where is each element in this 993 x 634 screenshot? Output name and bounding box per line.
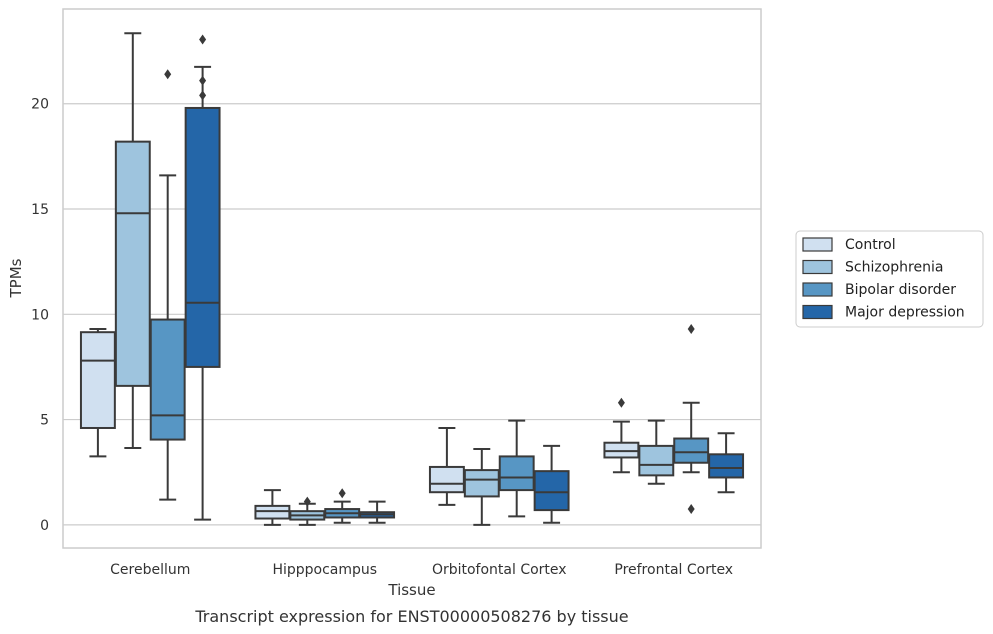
box-group (254, 489, 291, 526)
box-iqr (149, 318, 186, 441)
y-tick-label: 5 (40, 413, 49, 429)
legend-swatch (802, 259, 833, 275)
x-axis-title: Tissue (387, 581, 435, 599)
box-group (149, 69, 186, 501)
box-group (79, 328, 116, 458)
box-group (428, 426, 465, 506)
box-group (603, 397, 640, 474)
box-group (463, 448, 500, 526)
y-axis-title: TPMs (7, 258, 25, 298)
x-tick-label: Prefrontal Cortex (614, 562, 733, 578)
y-tick-label: 15 (31, 202, 49, 218)
box-group (184, 34, 221, 521)
box-group (498, 419, 535, 518)
box-iqr (533, 470, 570, 512)
chart-caption: Transcript expression for ENST0000050827… (194, 607, 628, 626)
y-tick-labels: 0 5 10 15 20 (31, 97, 49, 534)
outlier-point (199, 90, 207, 101)
box-iqr (428, 465, 465, 494)
x-tick-label: Hipppocampus (272, 562, 377, 578)
legend: Control Schizophrenia Bipolar disorder Majo… (795, 230, 984, 328)
box-group (638, 419, 675, 485)
box-iqr (498, 455, 535, 492)
boxes (79, 32, 745, 526)
outlier-point (303, 496, 311, 507)
box-iqr (603, 441, 640, 459)
box-iqr (673, 437, 710, 464)
x-tick-label: Orbitofontal Cortex (432, 562, 567, 578)
box-group (359, 500, 396, 524)
box-group (673, 324, 710, 515)
legend-label: Bipolar disorder (845, 282, 956, 298)
legend-label: Control (845, 237, 896, 253)
box-iqr (463, 469, 500, 498)
y-tick-label: 20 (31, 97, 49, 113)
outlier-point (687, 324, 695, 335)
legend-swatch (802, 237, 833, 252)
legend-swatch (802, 304, 833, 320)
y-tick-label: 0 (40, 518, 49, 534)
outlier-point (164, 69, 172, 80)
x-tick-label: Cerebellum (110, 562, 190, 578)
outlier-point (199, 34, 207, 45)
box-group (533, 444, 570, 524)
box-iqr (114, 140, 151, 387)
legend-label: Major depression (845, 305, 965, 321)
box-iqr (79, 331, 116, 429)
y-tick-label: 10 (31, 307, 49, 323)
outlier-point (199, 75, 207, 86)
outlier-point (617, 397, 625, 408)
legend-label: Schizophrenia (845, 260, 943, 276)
box-group (289, 496, 326, 526)
box-group (114, 32, 151, 449)
box-iqr (638, 444, 675, 477)
box-iqr (254, 504, 291, 520)
legend-frame (795, 230, 984, 328)
box-group (708, 432, 745, 494)
box-group (324, 488, 361, 524)
outlier-point (687, 504, 695, 515)
box-iqr (184, 106, 221, 368)
legend-swatch (802, 282, 833, 297)
outlier-point (338, 488, 346, 499)
x-tick-labels: Cerebellum Hipppocampus Orbitofontal Corte… (110, 562, 733, 578)
box-iqr (708, 453, 745, 479)
plot-frame (62, 8, 762, 549)
